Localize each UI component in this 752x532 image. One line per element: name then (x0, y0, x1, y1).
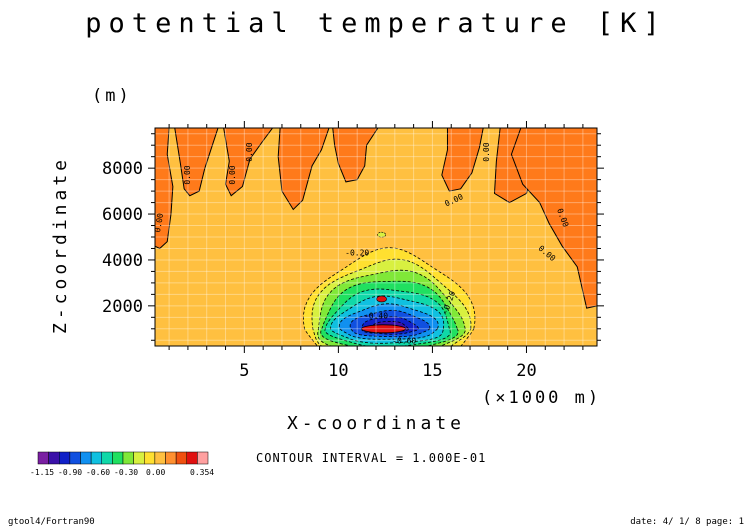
colorbar-swatch-14 (186, 451, 198, 465)
positive-region-1 (174, 128, 219, 197)
colorbar-label-4: 0.00 (146, 468, 165, 477)
positive-region-3 (277, 128, 330, 211)
contour-label-1: 0.00 (183, 165, 192, 184)
x-axis-unit: (×1000 m) (482, 388, 602, 408)
contour-label-3: 0.00 (245, 142, 254, 161)
contour-fill (155, 128, 597, 346)
colorbar-swatch-13 (175, 451, 187, 465)
y-tick-label-4000: 4000 (102, 251, 143, 271)
x-tick-label-15: 15 (422, 361, 442, 381)
y-tick-label-6000: 6000 (102, 205, 143, 225)
x-tick-label-20: 20 (516, 361, 536, 381)
x-axis-label: X-coordinate (286, 413, 466, 434)
colorbar-swatch-7 (112, 451, 124, 465)
contour-label-8: -0.20 (345, 248, 369, 257)
colorbar-label-0: -1.15 (30, 468, 54, 477)
contour-label-11: -0.60 (392, 337, 416, 346)
colorbar-swatch-8 (122, 451, 134, 465)
contour-label-5: 0.00 (482, 142, 491, 161)
footer-left: gtool4/Fortran90 (8, 517, 95, 527)
small-cell (377, 231, 386, 238)
warm-core (361, 324, 406, 334)
colorbar: -1.15 -0.90 -0.60 -0.30 0.00 0.354 (30, 451, 214, 477)
colorbar-swatch-10 (144, 451, 156, 465)
colorbar-label-2: -0.60 (86, 468, 110, 477)
axes: 5 10 15 20 2000 4000 6000 8000 (102, 121, 604, 381)
positive-region-0 (155, 128, 174, 250)
z-axis-unit: (m) (92, 86, 132, 106)
colorbar-label-1: -0.90 (58, 468, 82, 477)
contour-label-0: 0.00 (153, 212, 165, 233)
colorbar-swatch-3 (69, 451, 81, 465)
colorbar-swatch-1 (48, 451, 60, 465)
colorbar-label-5: 0.354 (190, 468, 214, 477)
contour-label-10: -0.40 (364, 311, 388, 320)
colorbar-swatch-11 (154, 451, 166, 465)
x-tick-label-10: 10 (328, 361, 348, 381)
y-tick-label-8000: 8000 (102, 159, 143, 179)
colorbar-swatch-0 (37, 451, 49, 465)
chart-title: potential temperature [K] (85, 8, 667, 39)
positive-region-5 (441, 128, 484, 192)
plot-grid (155, 128, 597, 346)
positive-region-4 (332, 128, 379, 183)
colorbar-swatch-12 (165, 451, 177, 465)
positive-region-7 (510, 128, 597, 309)
y-tick-label-2000: 2000 (102, 297, 143, 317)
colorbar-swatch-2 (59, 451, 71, 465)
warm-spot (376, 295, 387, 303)
colorbar-label-3: -0.30 (114, 468, 138, 477)
colorbar-swatch-5 (90, 451, 102, 465)
colorbar-swatch-6 (101, 451, 113, 465)
colorbar-swatch-15 (197, 451, 209, 465)
positive-region-2 (223, 128, 274, 197)
footer-right: date: 4/ 1/ 8 page: 1 (630, 517, 744, 527)
contour-label-2: 0.00 (228, 165, 237, 184)
contour-interval: CONTOUR INTERVAL = 1.000E-01 (256, 451, 487, 465)
x-tick-label-5: 5 (239, 361, 249, 381)
colorbar-swatch-4 (80, 451, 92, 465)
colorbar-swatch-9 (133, 451, 145, 465)
